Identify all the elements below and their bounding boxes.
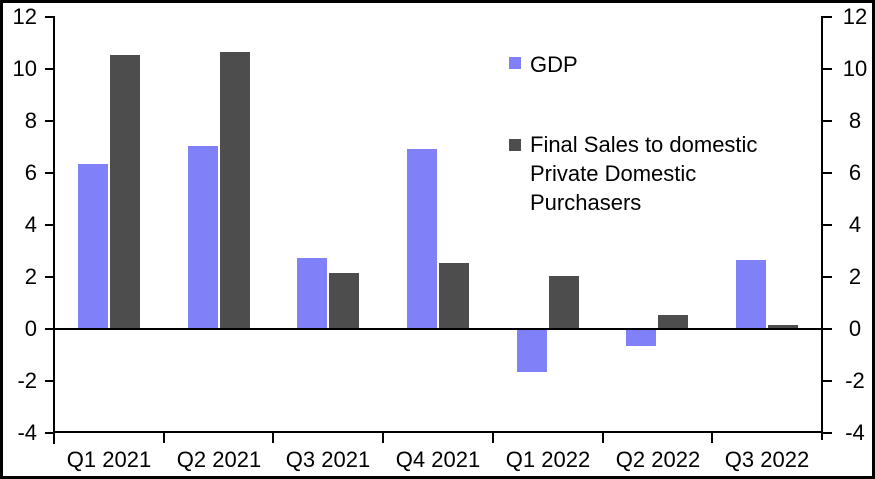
x-tick — [602, 433, 604, 443]
y-tick-left — [45, 16, 54, 18]
bar-final-sales-q3-2021 — [329, 273, 359, 328]
bar-gdp-q1-2021 — [78, 164, 108, 328]
y-axis-label-left: -2 — [17, 368, 37, 393]
y-tick-right — [823, 224, 832, 226]
y-axis-label-right: -4 — [845, 420, 865, 445]
y-axis-label-right: 4 — [848, 212, 862, 237]
y-tick-right — [823, 68, 832, 70]
y-tick-right — [823, 172, 832, 174]
y-tick-left — [45, 224, 54, 226]
bar-final-sales-q3-2022 — [768, 325, 798, 328]
y-tick-left — [45, 380, 54, 382]
y-tick-right — [823, 120, 832, 122]
x-tick — [163, 433, 165, 443]
y-tick-left — [45, 172, 54, 174]
y-axis-label-right: -2 — [845, 368, 865, 393]
x-tick — [272, 433, 274, 443]
x-axis-label: Q3 2021 — [285, 447, 371, 472]
y-tick-left — [45, 276, 54, 278]
legend-final-sales-line2: Private Domestic — [530, 161, 697, 186]
x-tick — [492, 433, 494, 443]
y-axis-label-left: 4 — [24, 212, 37, 237]
legend-label-final-sales: Final Sales to domestic Private Domestic… — [530, 130, 757, 217]
x-tick — [711, 433, 713, 443]
bar-final-sales-q4-2021 — [439, 263, 469, 328]
bar-final-sales-q2-2022 — [658, 315, 688, 328]
y-tick-left — [45, 432, 54, 434]
legend-final-sales-line3: Purchasers — [530, 190, 642, 215]
bar-gdp-q1-2022 — [517, 330, 547, 372]
legend-final-sales-line1: Final Sales to domestic — [530, 132, 758, 157]
y-axis-label-right: 2 — [848, 264, 862, 289]
bar-final-sales-q2-2021 — [220, 52, 250, 328]
x-axis-label: Q2 2021 — [176, 447, 262, 472]
x-axis-label: Q1 2022 — [505, 447, 591, 472]
bar-gdp-q4-2021 — [407, 149, 437, 328]
y-tick-left — [45, 120, 54, 122]
y-tick-left — [45, 328, 54, 330]
y-tick-right — [823, 432, 832, 434]
y-axis-label-right: 6 — [848, 160, 862, 185]
x-axis-bottom — [53, 431, 823, 433]
y-tick-right — [823, 16, 832, 18]
y-axis-right — [821, 16, 823, 440]
bar-gdp-q3-2022 — [736, 260, 766, 328]
y-axis-label-left: 8 — [24, 108, 37, 133]
y-axis-label-right: 0 — [848, 316, 862, 341]
bar-gdp-q2-2022 — [626, 330, 656, 346]
bar-gdp-q2-2021 — [188, 146, 218, 328]
y-tick-right — [823, 328, 832, 330]
y-tick-right — [823, 380, 832, 382]
bar-gdp-q3-2021 — [297, 258, 327, 328]
y-axis-label-left: 10 — [12, 56, 37, 81]
y-tick-right — [823, 276, 832, 278]
y-axis-label-left: 6 — [24, 160, 37, 185]
y-axis-label-left: 12 — [12, 4, 37, 29]
y-axis-label-right: 12 — [842, 4, 868, 29]
x-axis-label: Q2 2022 — [615, 447, 701, 472]
bar-final-sales-q1-2021 — [110, 55, 140, 328]
final-sales-swatch-icon — [509, 139, 521, 151]
y-axis-label-left: 2 — [24, 264, 37, 289]
x-axis-label: Q3 2022 — [724, 447, 810, 472]
y-axis-label-left: 0 — [24, 316, 37, 341]
zero-line — [55, 328, 821, 330]
bar-final-sales-q1-2022 — [549, 276, 579, 328]
y-axis-label-left: -4 — [17, 420, 37, 445]
y-axis-label-right: 8 — [848, 108, 862, 133]
x-tick — [382, 433, 384, 443]
y-tick-left — [45, 68, 54, 70]
x-axis-label: Q1 2021 — [66, 447, 152, 472]
y-axis-label-right: 10 — [842, 56, 868, 81]
legend-item-gdp: GDP — [509, 50, 578, 79]
x-axis-label: Q4 2021 — [395, 447, 481, 472]
legend-label-gdp: GDP — [530, 52, 578, 77]
legend-item-final-sales: Final Sales to domestic Private Domestic… — [509, 130, 757, 217]
gdp-swatch-icon — [509, 57, 521, 69]
y-axis-left — [53, 16, 55, 444]
